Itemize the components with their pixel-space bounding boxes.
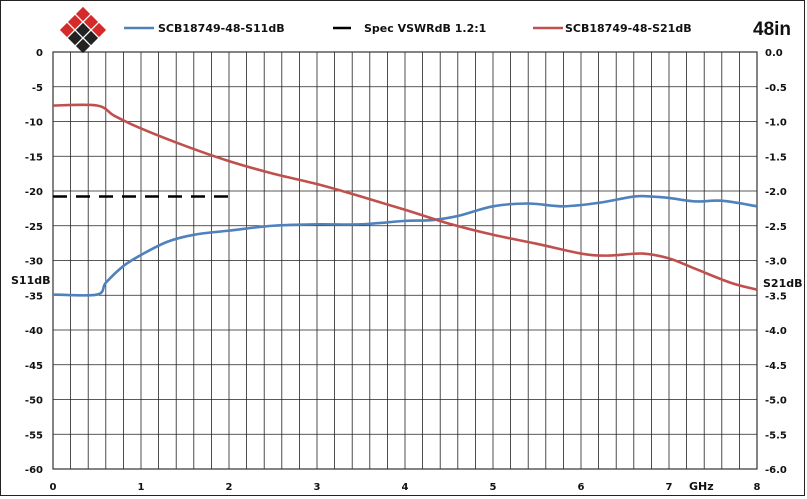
- y-left-tick-label: -5: [32, 83, 43, 94]
- y-left-tick-label: 0: [36, 48, 43, 59]
- y-left-tick-label: -15: [25, 152, 43, 163]
- x-tick-label: 4: [402, 482, 409, 493]
- y-right-tick-label: -6.0: [765, 465, 787, 476]
- right-axis-label: S21dB: [763, 277, 803, 290]
- y-right-tick-label: -1.0: [765, 118, 787, 129]
- cable-length-label: 48in: [753, 19, 791, 40]
- legend-label-s21: SCB18749-48-S21dB: [565, 22, 692, 35]
- y-left-tick-label: -20: [25, 187, 43, 198]
- series-line-2: [52, 103, 758, 291]
- y-right-tick-label: -3.0: [765, 257, 787, 268]
- y-right-tick-label: -2.0: [765, 187, 787, 198]
- y-left-tick-label: -25: [25, 222, 43, 233]
- y-right-tick-label: 0.0: [765, 48, 783, 59]
- y-left-tick-label: -10: [25, 118, 43, 129]
- series-lines: [52, 103, 758, 297]
- y-right-tick-label: -2.5: [765, 222, 787, 233]
- x-tick-label: 6: [578, 482, 585, 493]
- y-left-tick-label: -60: [25, 465, 43, 476]
- y-right-tick-label: -5.5: [765, 430, 787, 441]
- y-left-tick-label: -45: [25, 361, 43, 372]
- legend-label-spec: Spec VSWRdB 1.2:1: [364, 22, 486, 35]
- plot-border: [52, 51, 758, 470]
- series-line-0: [52, 194, 758, 297]
- company-logo: [59, 6, 107, 54]
- x-tick-label: 7: [666, 482, 673, 493]
- y-right-tick-label: -4.5: [765, 361, 787, 372]
- left-axis-label: S11dB: [11, 274, 51, 287]
- gridlines: [53, 52, 757, 469]
- y-right-tick-label: -3.5: [765, 291, 787, 302]
- y-right-tick-label: -0.5: [765, 83, 787, 94]
- y-right-tick-label: -5.0: [765, 396, 787, 407]
- legend-label-s11: SCB18749-48-S11dB: [158, 22, 285, 35]
- x-unit-label: GHz: [689, 480, 714, 493]
- y-right-tick-label: -1.5: [765, 152, 787, 163]
- x-tick-label: 0: [50, 482, 57, 493]
- x-tick-label: 8: [754, 482, 761, 493]
- y-left-tick-label: -50: [25, 396, 43, 407]
- x-tick-label: 3: [314, 482, 321, 493]
- y-left-tick-label: -30: [25, 257, 43, 268]
- tick-labels: 0 1 2 3 4 5 6 7 8 0 -5 -10 -15 -20 -25 -30 -35 -40 -45 -50 -…: [25, 48, 787, 493]
- x-tick-label: 5: [490, 482, 497, 493]
- y-left-tick-label: -40: [25, 326, 43, 337]
- y-left-tick-label: -35: [25, 291, 43, 302]
- x-tick-label: 2: [226, 482, 233, 493]
- y-left-tick-label: -55: [25, 430, 43, 441]
- legend: SCB18749-48-S11dB Spec VSWRdB 1.2:1 SCB1…: [124, 22, 692, 35]
- x-tick-label: 1: [138, 482, 145, 493]
- y-right-tick-label: -4.0: [765, 326, 787, 337]
